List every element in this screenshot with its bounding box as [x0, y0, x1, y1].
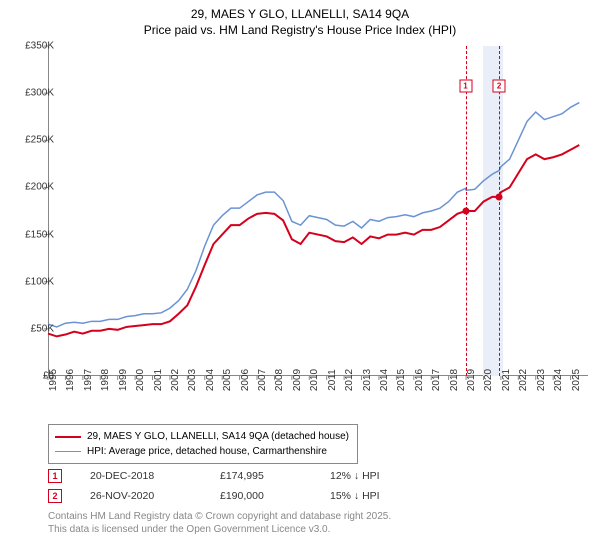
marker-table-row: 2 26-NOV-2020£190,00015% ↓ HPI: [48, 486, 460, 506]
x-tick-label: 2011: [327, 369, 338, 391]
x-tick-label: 2024: [553, 369, 564, 391]
marker-price: £190,000: [220, 490, 330, 502]
chart-container: 29, MAES Y GLO, LLANELLI, SA14 9QA Price…: [0, 0, 600, 560]
x-tick-label: 2025: [571, 369, 582, 391]
x-tick-label: 2016: [414, 369, 425, 391]
marker-box-on-plot: 2: [493, 79, 506, 92]
legend-swatch: [55, 451, 81, 452]
x-tick-label: 2015: [396, 369, 407, 391]
legend: 29, MAES Y GLO, LLANELLI, SA14 9QA (deta…: [48, 424, 358, 464]
marker-vline: [499, 46, 500, 376]
legend-row: HPI: Average price, detached house, Carm…: [55, 444, 349, 459]
y-tick-label: £150K: [25, 229, 54, 240]
copyright-line1: Contains HM Land Registry data © Crown c…: [48, 510, 391, 523]
x-tick-label: 2010: [309, 369, 320, 391]
x-tick-label: 2002: [170, 369, 181, 391]
marker-delta: 12% ↓ HPI: [330, 470, 460, 482]
x-tick-label: 2003: [187, 369, 198, 391]
x-tick-label: 2022: [518, 369, 529, 391]
x-tick-label: 2000: [135, 369, 146, 391]
x-tick-label: 1998: [100, 369, 111, 391]
x-tick-label: 2021: [501, 369, 512, 391]
marker-table-row: 1 20-DEC-2018£174,99512% ↓ HPI: [48, 466, 460, 486]
x-tick-label: 2014: [379, 369, 390, 391]
x-tick-label: 1999: [118, 369, 129, 391]
x-tick-label: 2001: [153, 369, 164, 391]
title-line1: 29, MAES Y GLO, LLANELLI, SA14 9QA: [0, 6, 600, 22]
marker-dot: [496, 193, 503, 200]
x-tick-label: 2006: [240, 369, 251, 391]
x-tick-label: 2013: [362, 369, 373, 391]
x-tick-label: 2005: [222, 369, 233, 391]
x-tick-label: 2023: [536, 369, 547, 391]
y-tick-label: £300K: [25, 88, 54, 99]
y-tick-label: £350K: [25, 41, 54, 52]
legend-swatch: [55, 436, 81, 438]
marker-table: 1 20-DEC-2018£174,99512% ↓ HPI 2 26-NOV-202…: [48, 466, 460, 506]
legend-row: 29, MAES Y GLO, LLANELLI, SA14 9QA (deta…: [55, 429, 349, 444]
marker-delta: 15% ↓ HPI: [330, 490, 460, 502]
x-tick-label: 2007: [257, 369, 268, 391]
marker-date: 20-DEC-2018: [90, 470, 220, 482]
marker-number-box: 1: [48, 469, 62, 483]
x-tick-label: 2012: [344, 369, 355, 391]
x-tick-label: 2004: [205, 369, 216, 391]
y-tick-label: £250K: [25, 135, 54, 146]
y-tick-label: £100K: [25, 276, 54, 287]
x-tick-label: 2009: [292, 369, 303, 391]
marker-number-box: 2: [48, 489, 62, 503]
y-tick-label: £50K: [31, 323, 54, 334]
x-tick-label: 1995: [48, 369, 59, 391]
legend-label: 29, MAES Y GLO, LLANELLI, SA14 9QA (deta…: [87, 429, 349, 444]
marker-dot: [462, 208, 469, 215]
title-line2: Price paid vs. HM Land Registry's House …: [0, 22, 600, 38]
x-tick-label: 1996: [65, 369, 76, 391]
plot-area: 12: [48, 46, 588, 376]
marker-price: £174,995: [220, 470, 330, 482]
marker-date: 26-NOV-2020: [90, 490, 220, 502]
chart-title: 29, MAES Y GLO, LLANELLI, SA14 9QA Price…: [0, 0, 600, 38]
y-tick-label: £200K: [25, 182, 54, 193]
x-tick-label: 2008: [274, 369, 285, 391]
x-tick-label: 2019: [466, 369, 477, 391]
copyright-line2: This data is licensed under the Open Gov…: [48, 523, 391, 536]
marker-box-on-plot: 1: [459, 79, 472, 92]
plot-svg: [48, 46, 588, 376]
x-tick-label: 1997: [83, 369, 94, 391]
legend-label: HPI: Average price, detached house, Carm…: [87, 444, 327, 459]
x-tick-label: 2018: [449, 369, 460, 391]
copyright: Contains HM Land Registry data © Crown c…: [48, 510, 391, 536]
x-tick-label: 2017: [431, 369, 442, 391]
x-tick-label: 2020: [483, 369, 494, 391]
